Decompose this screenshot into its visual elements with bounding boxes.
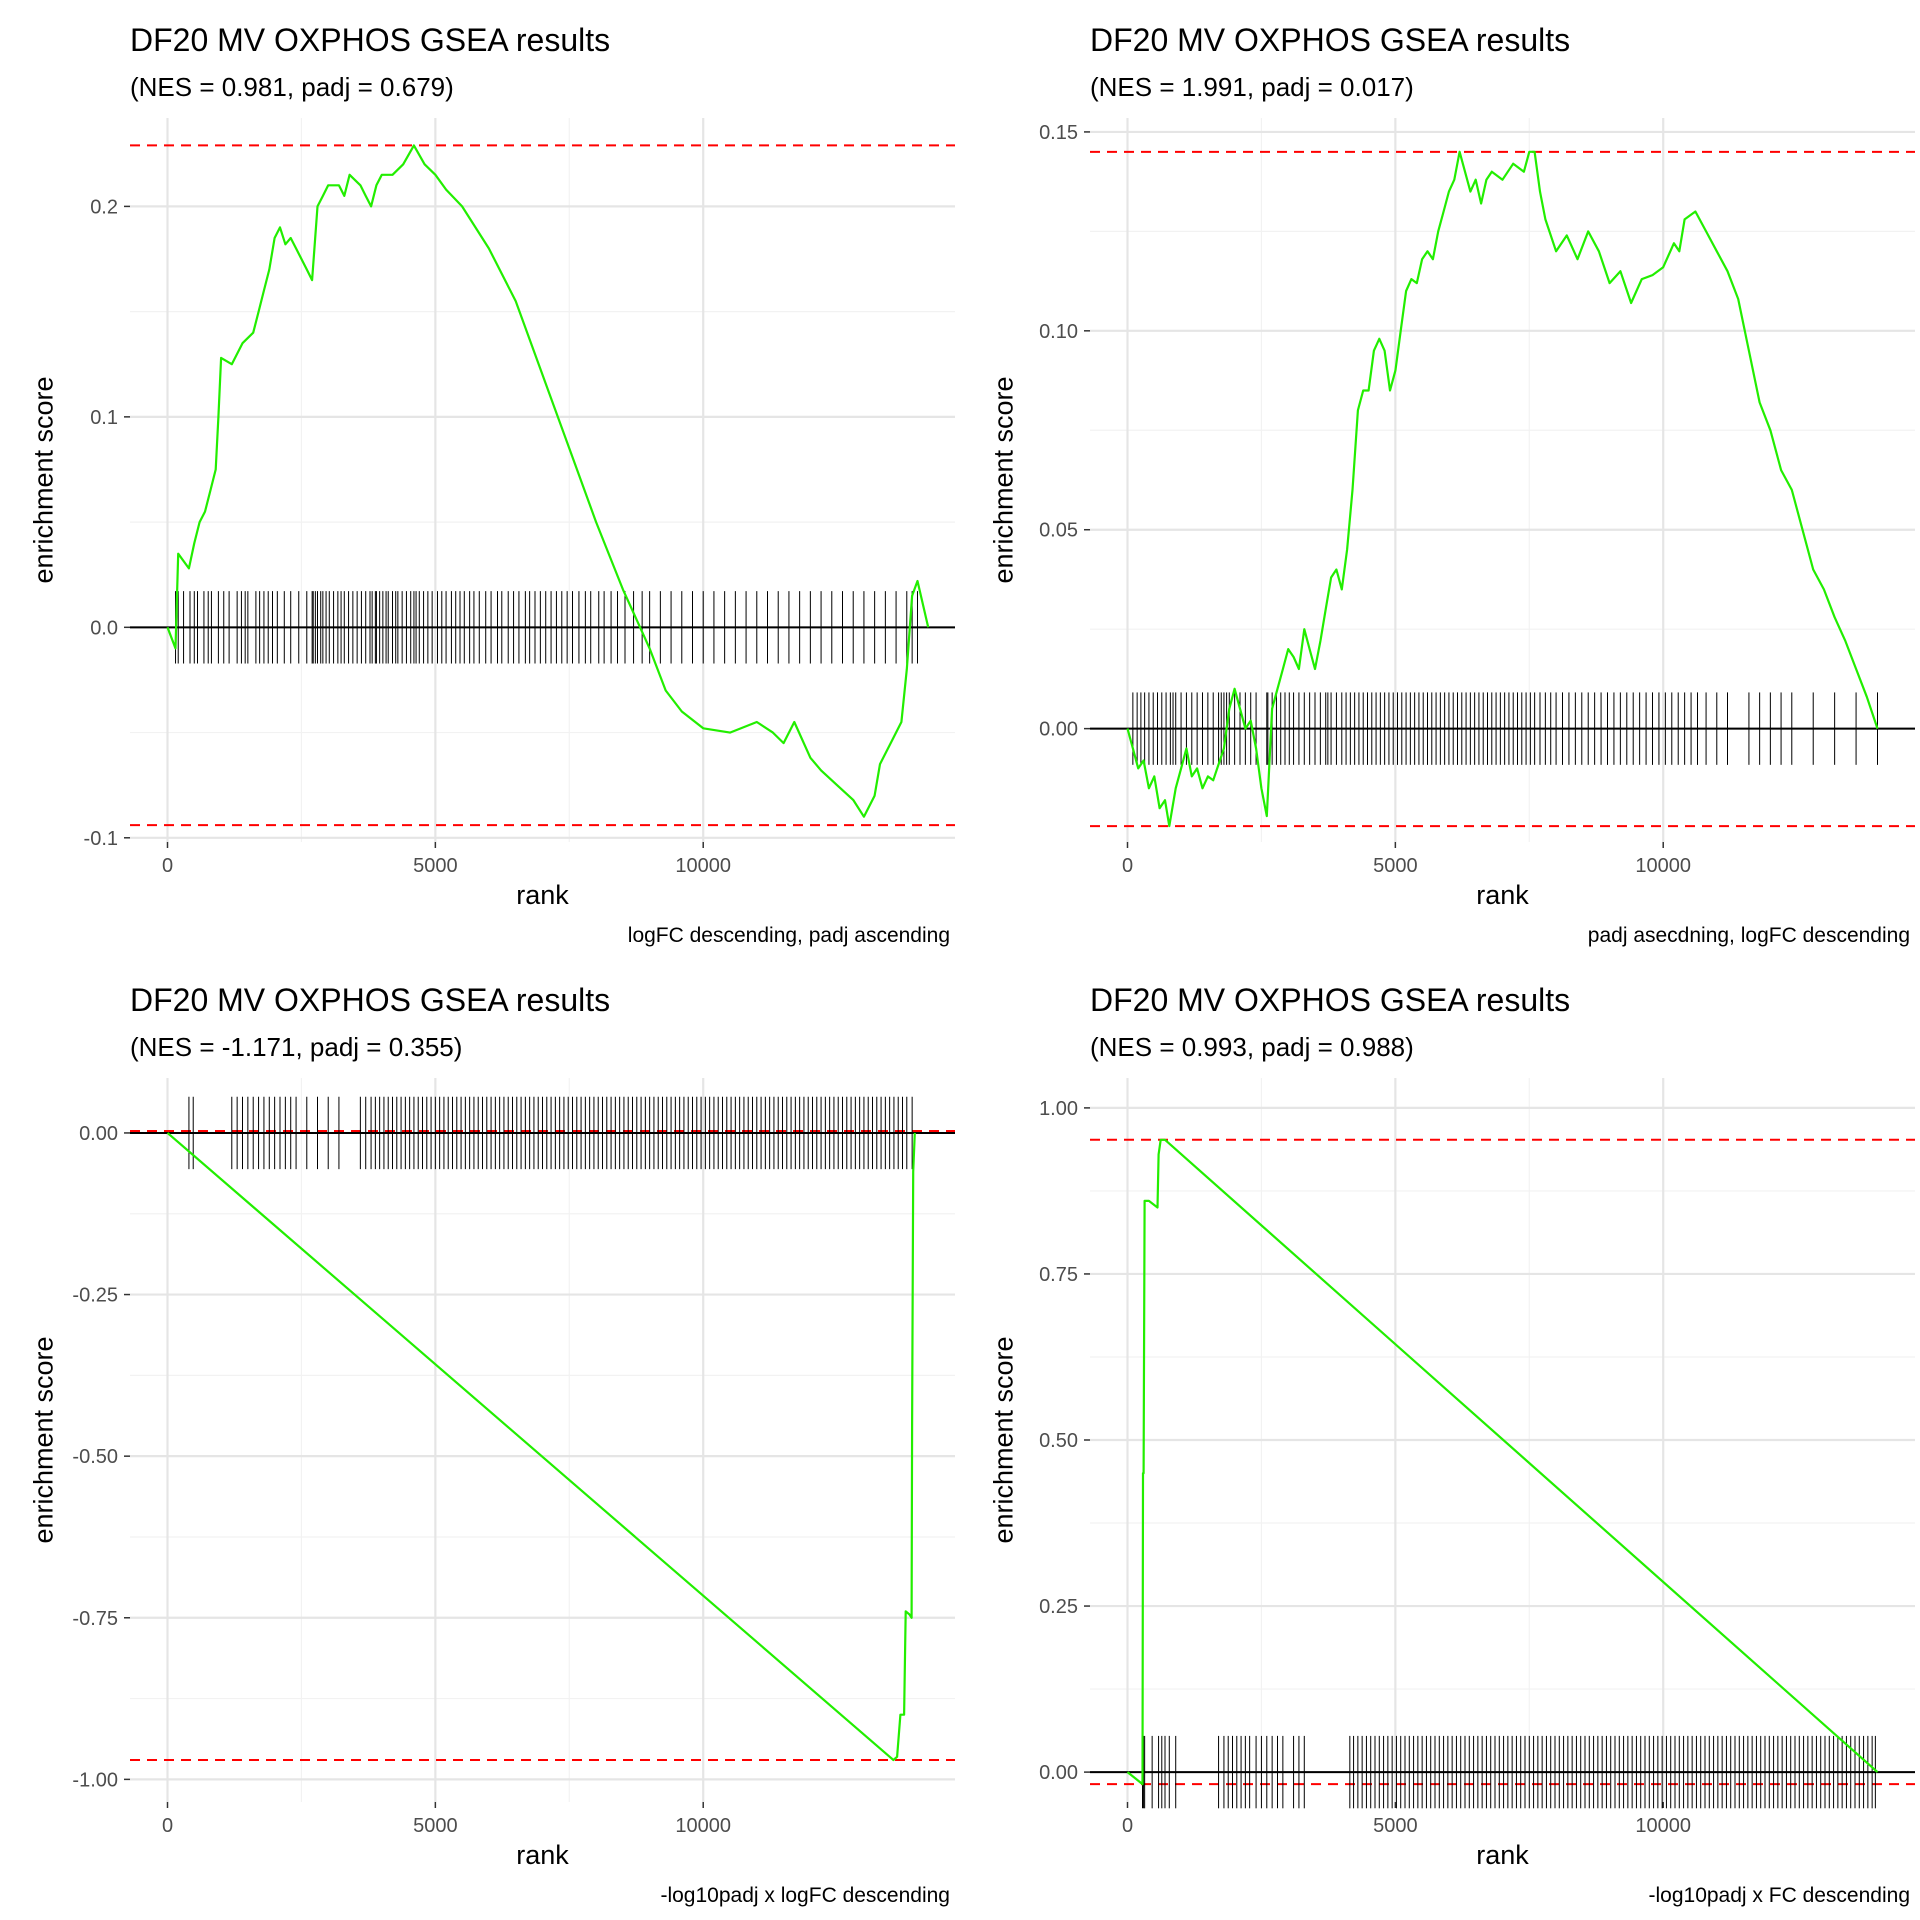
x-tick-label: 5000 [413,1815,458,1837]
enrichment-curve [1126,150,1879,828]
y-tick-label: -0.75 [72,1608,118,1630]
y-tick-label: -0.1 [84,828,118,850]
x-tick-label: 0 [1122,855,1133,877]
x-axis-label: rank [1476,880,1529,910]
y-tick-label: 1.00 [1039,1098,1078,1120]
x-tick-label: 10000 [675,1815,731,1837]
y-tick-label: 0.25 [1039,1596,1078,1618]
enrichment-curve [166,1132,916,1762]
chart-subtitle: (NES = 0.993, padj = 0.988) [1090,1032,1414,1062]
gsea-panel-top-right: DF20 MV OXPHOS GSEA results (NES = 1.991… [960,0,1920,960]
plot-area: 0 5000 10000 0.00 0.25 0.50 0.75 1.00 [1039,1078,1915,1837]
x-axis-label: rank [516,1840,569,1870]
y-tick-label: 0.00 [1039,1762,1078,1784]
y-tick-label: 0.75 [1039,1264,1078,1286]
x-axis-label: rank [1476,1840,1529,1870]
x-tick-label: 10000 [675,855,731,877]
y-tick-label: 0.00 [1039,719,1078,741]
plot-area: 0 5000 10000 -0.1 0.0 0.1 0.2 [84,118,955,877]
chart-subtitle: (NES = 1.991, padj = 0.017) [1090,72,1414,102]
y-tick-label: 0.1 [90,407,118,429]
y-tick-label: 0.2 [90,196,118,218]
y-tick-label: 0.15 [1039,122,1078,144]
y-tick-label: 0.05 [1039,520,1078,542]
x-tick-label: 10000 [1635,1815,1691,1837]
plot-area: 0 5000 10000 0.00 0.05 0.10 0.15 [1039,118,1915,877]
y-tick-label: 0.00 [79,1123,118,1145]
chart-caption: logFC descending, padj ascending [627,924,950,947]
x-tick-label: 0 [162,1815,173,1837]
y-axis-label: enrichment score [988,1336,1019,1544]
y-axis-label: enrichment score [28,376,59,584]
chart-subtitle: (NES = 0.981, padj = 0.679) [130,72,454,102]
chart-title: DF20 MV OXPHOS GSEA results [130,982,611,1018]
chart-caption: padj asecdning, logFC descending [1587,924,1910,947]
gsea-panel-top-left: DF20 MV OXPHOS GSEA results (NES = 0.981… [0,0,960,960]
y-tick-label: 0.10 [1039,321,1078,343]
x-axis-label: rank [516,880,569,910]
y-tick-label: -0.50 [72,1446,118,1468]
enrichment-curve [166,144,930,818]
x-tick-label: 5000 [1373,1815,1418,1837]
y-tick-label: -1.00 [72,1769,118,1791]
gsea-panel-bottom-right: DF20 MV OXPHOS GSEA results (NES = 0.993… [960,960,1920,1920]
x-tick-label: 0 [162,855,173,877]
chart-caption: -log10padj x logFC descending [660,1884,950,1907]
x-tick-label: 10000 [1635,855,1691,877]
plot-area: 0 5000 10000 -1.00 -0.75 -0.50 -0.25 0.00 [72,1078,955,1837]
chart-title: DF20 MV OXPHOS GSEA results [130,22,611,58]
chart-caption: -log10padj x FC descending [1648,1884,1911,1907]
x-tick-label: 5000 [413,855,458,877]
gsea-panel-bottom-left: DF20 MV OXPHOS GSEA results (NES = -1.17… [0,960,960,1920]
x-tick-label: 5000 [1373,855,1418,877]
y-tick-label: 0.50 [1039,1430,1078,1452]
y-axis-label: enrichment score [988,376,1019,584]
y-axis-label: enrichment score [28,1336,59,1544]
x-tick-label: 0 [1122,1815,1133,1837]
chart-title: DF20 MV OXPHOS GSEA results [1090,22,1571,58]
chart-subtitle: (NES = -1.171, padj = 0.355) [130,1032,463,1062]
enrichment-curve [1126,1138,1879,1786]
y-tick-label: -0.25 [72,1285,118,1307]
chart-title: DF20 MV OXPHOS GSEA results [1090,982,1571,1018]
y-tick-label: 0.0 [90,617,118,639]
